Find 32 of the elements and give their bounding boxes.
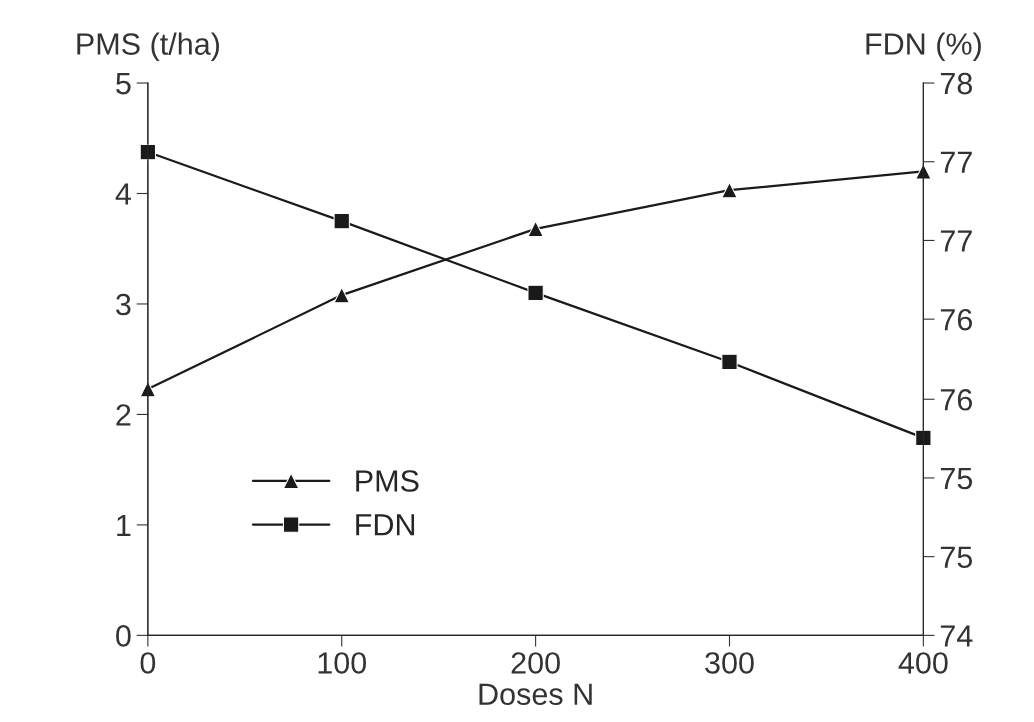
y2-tick-label: 77	[940, 151, 972, 173]
y2-tick-label: 74	[940, 625, 973, 647]
x-tick-label: 0	[140, 652, 156, 674]
y2-tick-label: 77	[940, 230, 972, 252]
y-tick-label: 4	[115, 183, 131, 205]
x-tick-label: 200	[511, 652, 560, 674]
y2-tick-label: 78	[940, 72, 972, 95]
y-tick-label: 1	[117, 514, 131, 536]
y2-tick-label: 76	[940, 308, 972, 331]
point	[333, 212, 350, 230]
x-tick-label: 300	[705, 652, 754, 674]
y-tick-label: 2	[116, 404, 131, 426]
y-axis-title: PMS (t/ha)	[77, 32, 219, 61]
point	[915, 163, 932, 180]
point	[333, 286, 350, 304]
legend-label: FDN	[356, 514, 415, 536]
point	[527, 220, 544, 237]
y2-tick-label: 76	[940, 388, 972, 411]
point	[915, 429, 932, 447]
y-tick-label: 5	[116, 73, 131, 95]
y2-axis-title: FDN (%)	[866, 32, 981, 61]
point	[721, 182, 738, 199]
point	[721, 353, 738, 371]
x-tick-label: 400	[898, 652, 948, 674]
y-tick-label: 0	[116, 625, 131, 647]
y2-tick-label: 75	[940, 468, 973, 490]
x-axis-title: Doses N	[479, 683, 592, 706]
point	[527, 284, 544, 302]
y-tick-label: 3	[116, 293, 131, 316]
y2-tick-label: 75	[940, 546, 973, 569]
x-tick-label: 100	[318, 652, 367, 674]
legend-label: PMS	[356, 470, 419, 492]
